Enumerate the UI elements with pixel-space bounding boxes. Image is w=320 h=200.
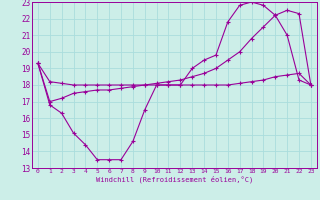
X-axis label: Windchill (Refroidissement éolien,°C): Windchill (Refroidissement éolien,°C) (96, 176, 253, 183)
